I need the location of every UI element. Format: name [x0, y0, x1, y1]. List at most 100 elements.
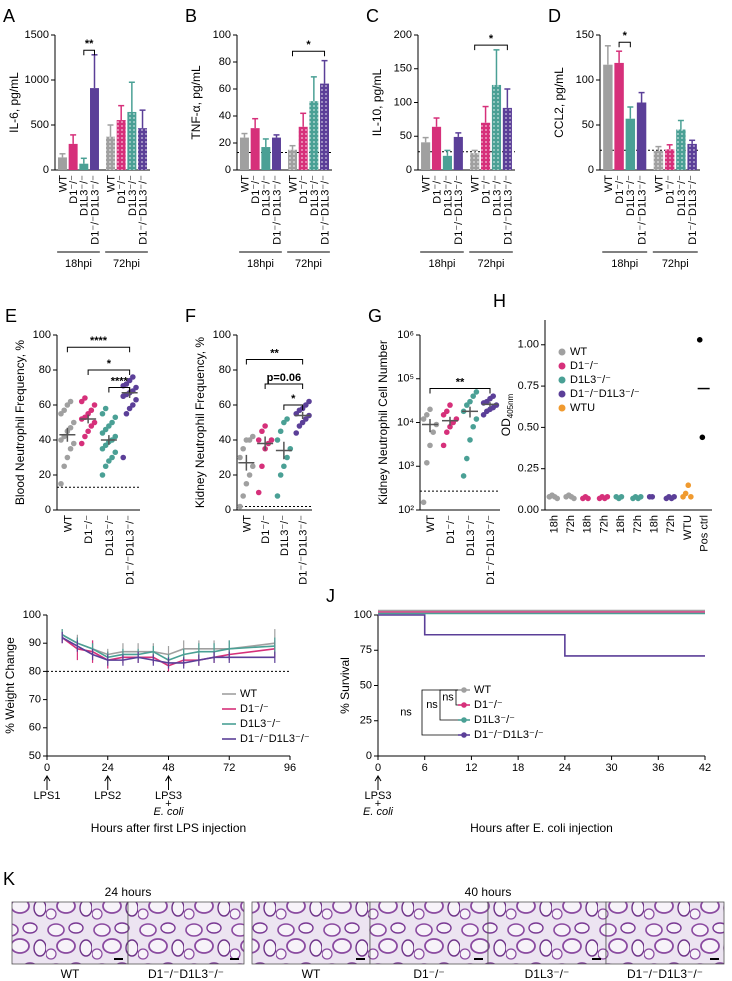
- data-point: [237, 454, 243, 461]
- y-tick-label: 20: [39, 469, 51, 481]
- bar: [625, 118, 636, 170]
- test-label: ns: [442, 691, 454, 703]
- bar: [442, 155, 453, 170]
- bar-texture: [653, 151, 664, 170]
- y-tick-label: 200: [394, 29, 412, 41]
- y-tick-label: 40: [219, 110, 231, 122]
- image-label: D1⁻/⁻D1L3⁻/⁻: [148, 967, 224, 981]
- data-point: [130, 402, 136, 408]
- x-tick-label: D1⁻/⁻: [665, 175, 677, 204]
- data-point: [82, 433, 88, 440]
- x-tick-label: 72h: [565, 515, 577, 533]
- data-point: [255, 437, 262, 443]
- data-point: [424, 411, 430, 418]
- data-point: [102, 463, 109, 470]
- y-axis-label-text: Kidney Neutrophil Cell Number: [376, 340, 390, 505]
- group-label: 18hpi: [429, 258, 456, 270]
- y-tick-label: 40: [39, 434, 51, 446]
- x-tick-label: WT: [105, 175, 117, 192]
- legend-label: D1⁻/⁻: [240, 703, 269, 715]
- y-tick-label: 150: [576, 29, 594, 41]
- data-point: [277, 472, 284, 478]
- bar-texture: [309, 101, 319, 170]
- image-label: WT: [302, 967, 321, 981]
- annotation-label: LPS3: [365, 790, 392, 802]
- bar-texture: [138, 128, 148, 170]
- y-axis-label: TNF-α, pg/mL: [189, 65, 203, 140]
- x-tick-label: WT: [470, 175, 482, 192]
- panel-label: J: [326, 586, 335, 606]
- y-tick-label: 1500: [25, 29, 49, 41]
- legend-label: WTU: [570, 402, 595, 414]
- data-point: [427, 442, 433, 449]
- y-tick-label: 50: [400, 130, 412, 142]
- x-tick-label: Pos ctrl: [699, 515, 711, 552]
- y-tick-label: 60: [39, 399, 51, 411]
- y-tick-label: 10²: [398, 504, 414, 516]
- x-tick-label: D1⁻/⁻D1L3⁻/⁻: [89, 175, 101, 245]
- legend-marker: [558, 348, 566, 356]
- significance: [429, 387, 491, 394]
- data-point: [420, 499, 427, 506]
- data-point: [109, 419, 115, 426]
- annotation-label: LPS2: [94, 790, 121, 802]
- data-point: [604, 493, 611, 500]
- x-tick-label: 48: [162, 762, 174, 774]
- data-point: [70, 419, 77, 426]
- annotation-label: +: [375, 798, 381, 810]
- bar-texture: [480, 122, 491, 170]
- test-bracket: [421, 689, 458, 736]
- bar-texture: [491, 84, 502, 170]
- data-point: [554, 495, 561, 502]
- histology-image: [11, 901, 129, 965]
- panel-label: D: [548, 6, 561, 26]
- annotation-arrow: [165, 775, 172, 790]
- significance-label: *: [306, 39, 311, 51]
- histology-image: [605, 901, 725, 965]
- y-axis-label-text: % Survival: [338, 657, 352, 714]
- data-point: [259, 463, 265, 470]
- data-point: [112, 433, 119, 440]
- data-point: [284, 454, 290, 461]
- data-point: [112, 414, 119, 421]
- y-tick-label: 50: [360, 679, 372, 691]
- bar-texture: [116, 120, 126, 170]
- legend-label: WT: [570, 346, 587, 358]
- data-point: [460, 473, 467, 479]
- y-tick-label: 100: [394, 96, 412, 108]
- y-tick-label: 0: [406, 164, 412, 176]
- bar: [239, 137, 249, 170]
- group-label: 18hpi: [611, 258, 638, 270]
- data-point: [682, 490, 689, 497]
- bar: [250, 128, 260, 170]
- data-point: [467, 437, 473, 443]
- y-tick-label: 0: [588, 164, 594, 176]
- x-tick-label: D1⁻/⁻D1L3⁻/⁻: [502, 175, 514, 245]
- histology-image: [251, 901, 371, 965]
- x-tick-label: 0: [375, 762, 381, 774]
- significance: [245, 359, 304, 365]
- y-tick-label: 90: [29, 637, 41, 649]
- data-point: [699, 434, 706, 441]
- x-tick-label: 18h: [615, 515, 627, 533]
- series-line: [61, 636, 275, 664]
- data-point: [99, 410, 106, 417]
- y-tick-label: 70: [29, 694, 41, 706]
- legend-label: WT: [474, 684, 491, 696]
- x-tick-label: WT: [287, 175, 299, 192]
- bar: [431, 126, 442, 170]
- bar: [68, 143, 78, 170]
- y-tick-label: 20: [219, 137, 231, 149]
- data-point: [99, 472, 106, 478]
- y-tick-label: 10³: [398, 460, 414, 472]
- data-point: [470, 423, 477, 430]
- y-tick-label: 60: [219, 83, 231, 95]
- y-tick-label: 100: [354, 609, 372, 621]
- x-tick-label: D1L3⁻/⁻: [625, 175, 637, 216]
- x-axis-label: Hours after E. coli injection: [470, 821, 613, 835]
- legend-label: D1⁻/⁻D1L3⁻/⁻: [240, 733, 310, 745]
- y-tick-label: 100: [576, 74, 594, 86]
- y-tick-label: 0.50: [518, 421, 539, 433]
- y-axis-label-text: IL-6, pg/mL: [7, 72, 21, 133]
- data-point: [249, 463, 256, 470]
